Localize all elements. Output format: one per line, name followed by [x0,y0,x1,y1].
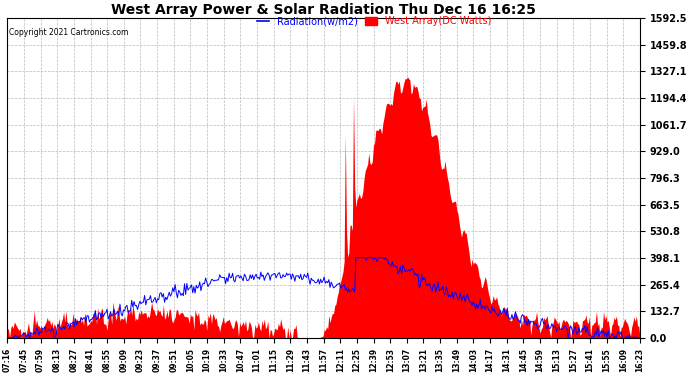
Text: Copyright 2021 Cartronics.com: Copyright 2021 Cartronics.com [8,27,128,36]
Legend: Radiation(w/m2), West Array(DC Watts): Radiation(w/m2), West Array(DC Watts) [257,16,491,26]
Title: West Array Power & Solar Radiation Thu Dec 16 16:25: West Array Power & Solar Radiation Thu D… [111,3,536,17]
